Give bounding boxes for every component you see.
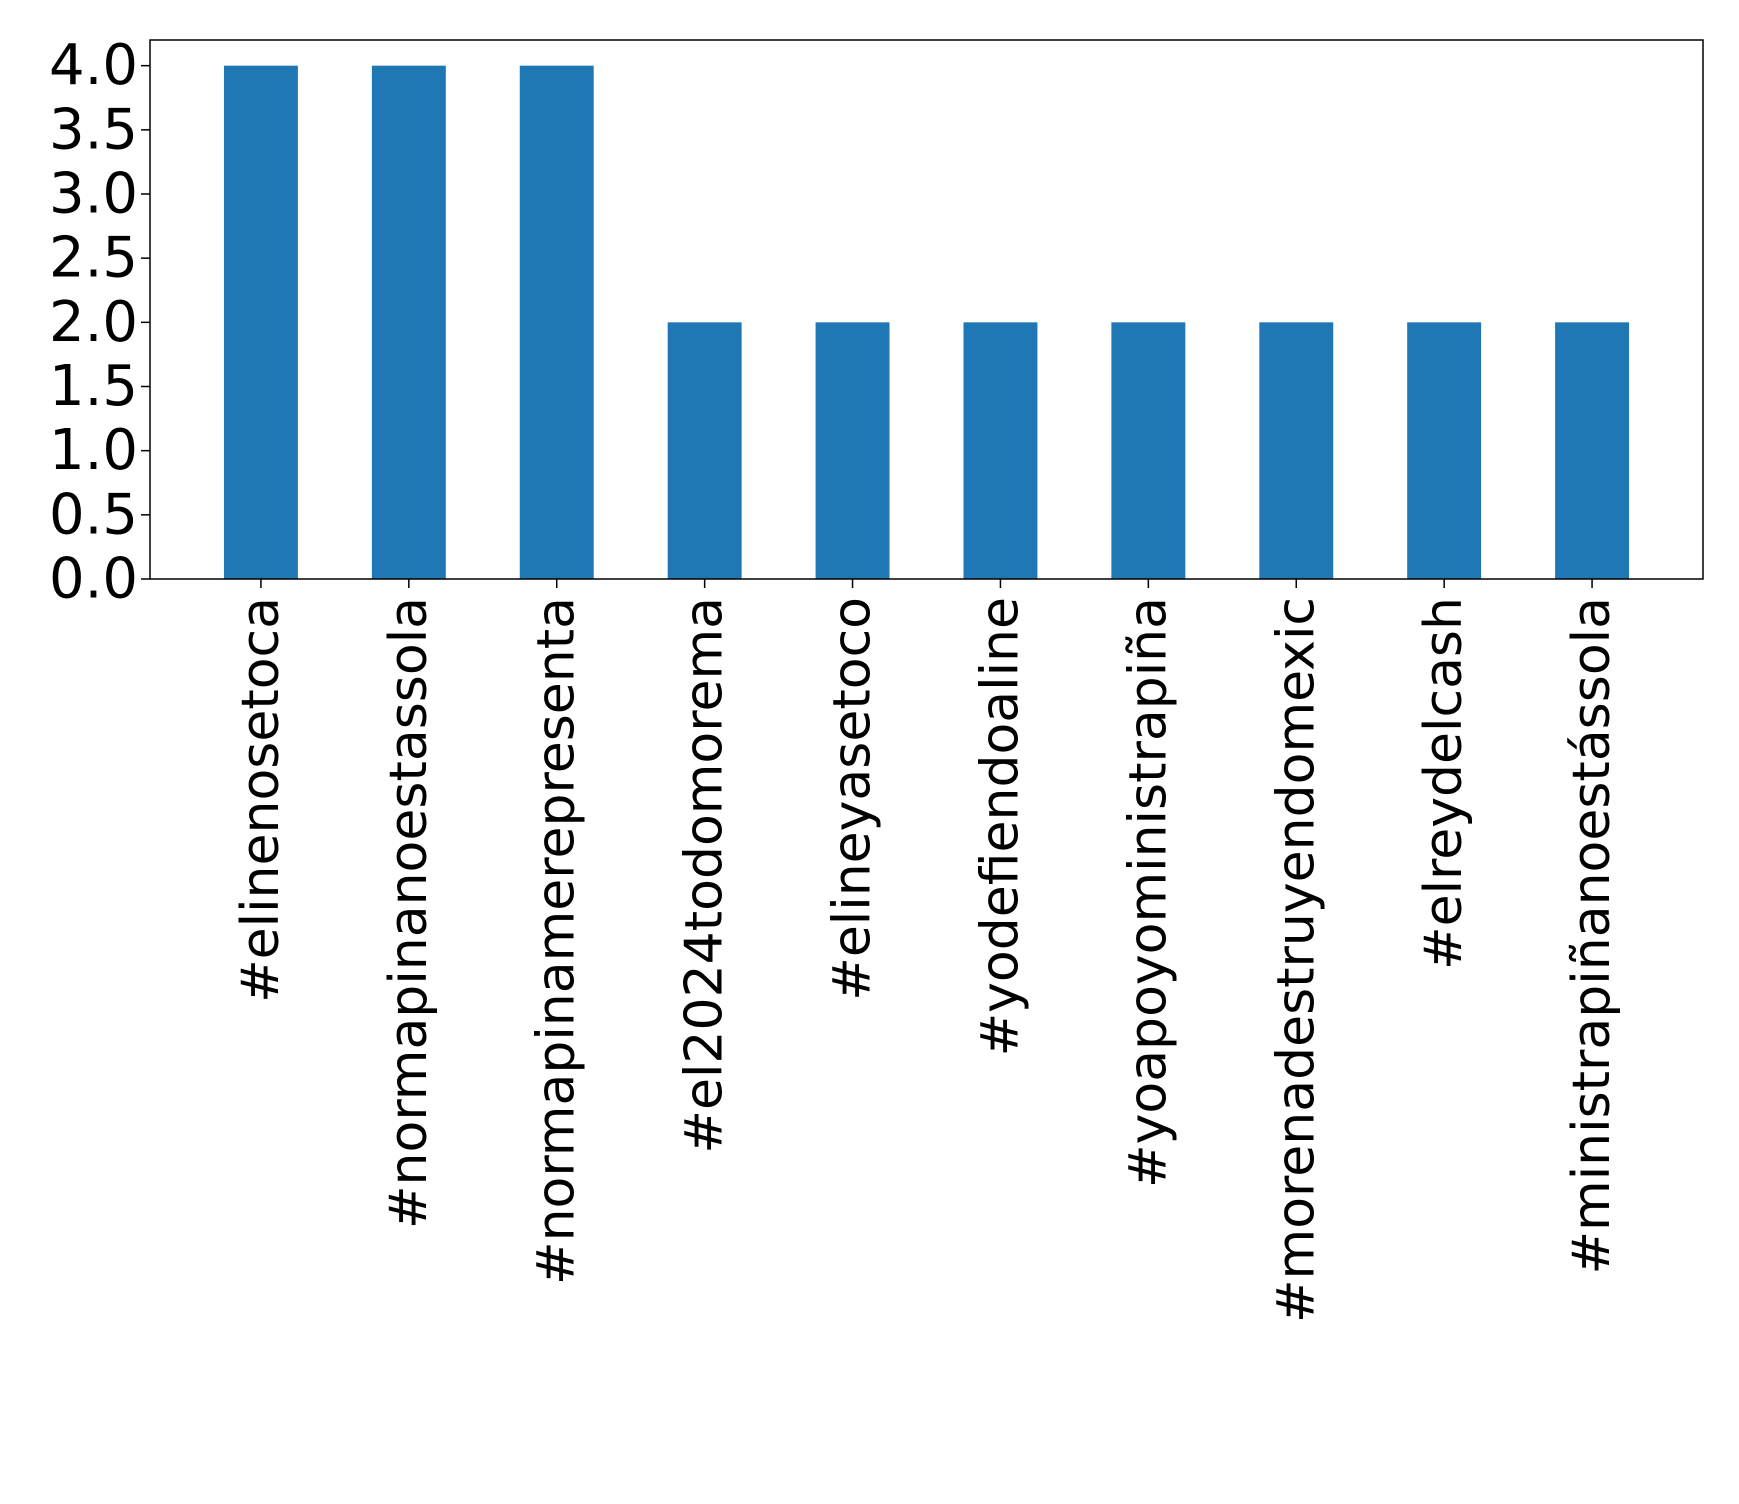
bar-8 xyxy=(1259,322,1334,579)
x-tick-label-8: #elreydelcash xyxy=(1414,597,1474,970)
bar-3 xyxy=(519,65,594,580)
bar-7 xyxy=(1111,322,1186,579)
x-tick-label-7: #morenadestruyendomexic xyxy=(1266,597,1326,1323)
x-tick-label-5: #yodefiendoaline xyxy=(970,597,1030,1056)
y-tick-label-4: 2.0 xyxy=(49,290,138,355)
bar-10 xyxy=(1555,322,1630,579)
y-tick-label-5: 2.5 xyxy=(49,226,138,291)
y-tick-label-0: 0.0 xyxy=(49,547,138,612)
bar-9 xyxy=(1407,322,1482,579)
y-tick-label-3: 1.5 xyxy=(49,354,138,419)
bar-6 xyxy=(963,322,1038,579)
y-tick-label-2: 1.0 xyxy=(49,418,138,483)
bar-2 xyxy=(371,65,446,580)
y-tick-label-8: 4.0 xyxy=(49,33,138,98)
bar-1 xyxy=(223,65,298,580)
y-tick-label-7: 3.5 xyxy=(49,97,138,162)
bar-5 xyxy=(815,322,890,579)
x-tick-label-4: #elineyasetoco xyxy=(823,597,883,1001)
bar-4 xyxy=(667,322,742,579)
x-tick-label-1: #normapinanoestassola xyxy=(379,597,439,1229)
y-tick-label-1: 0.5 xyxy=(49,482,138,547)
x-tick-label-3: #el2024todomorema xyxy=(675,597,735,1154)
y-tick-label-6: 3.0 xyxy=(49,162,138,227)
plot-frame xyxy=(149,39,1704,580)
x-axis: #elinenosetoca #normapinanoestassola #norm… xyxy=(231,579,1622,1323)
x-tick-label-6: #yoapoyoministrapiña xyxy=(1118,597,1178,1188)
x-tick-label-9: #ministrapiñanoestássola xyxy=(1562,597,1622,1275)
y-axis: 0.00.51.01.52.02.53.03.54.0 xyxy=(49,33,150,612)
x-tick-label-0: #elinenosetoca xyxy=(231,597,291,1003)
x-tick-label-2: #normapinamerepresenta xyxy=(527,597,587,1285)
bars-layer xyxy=(223,65,1630,580)
